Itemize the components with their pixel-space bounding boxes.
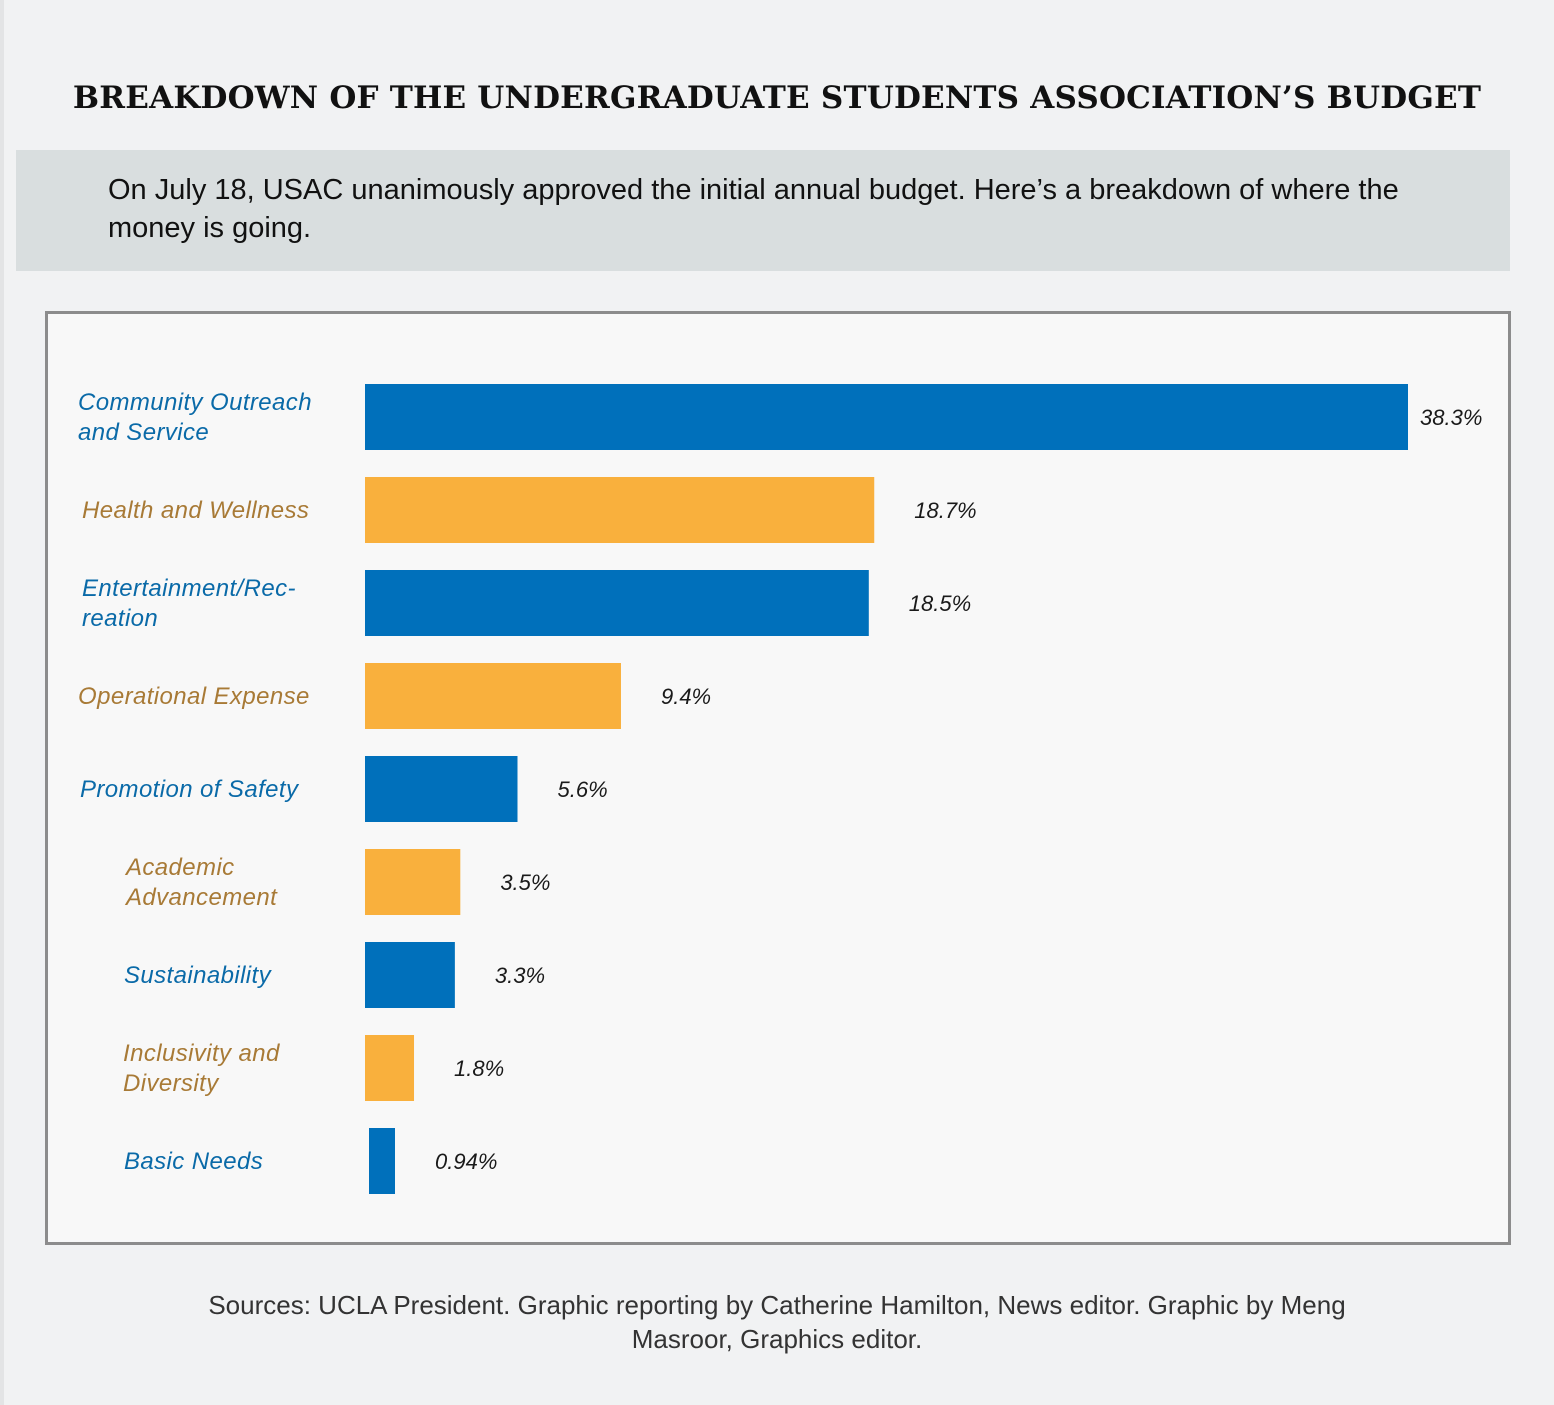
category-label-8-line-0: Basic Needs <box>124 1148 263 1175</box>
chart-title: BREAKDOWN OF THE UNDERGRADUATE STUDENTS … <box>72 80 1482 116</box>
value-label-5: 3.5% <box>500 870 550 895</box>
category-label-6-line-0: Sustainability <box>124 962 273 989</box>
value-label-2: 18.5% <box>909 591 971 616</box>
category-label-3: Operational Expense <box>78 683 310 710</box>
category-label-5: Academic Advancement <box>124 854 278 911</box>
bar-0 <box>365 384 1408 450</box>
source-credits: Sources: UCLA President. Graphic reporti… <box>0 1288 1554 1356</box>
value-label-7: 1.8% <box>454 1056 504 1081</box>
subtitle-band <box>16 150 1510 271</box>
category-label-8: Basic Needs <box>124 1148 263 1175</box>
category-label-0-line-1: and Service <box>78 419 209 446</box>
bar-chart: 38.3% Community Outreach and Service 18.7% H… <box>78 384 1482 1194</box>
chart-frame: 38.3% Community Outreach and Service 18.7% H… <box>45 311 1511 1245</box>
bar-4 <box>365 756 518 822</box>
category-label-0: Community Outreach and Service <box>78 389 312 446</box>
category-label-2-line-1: reation <box>82 605 158 632</box>
value-label-0: 38.3% <box>1420 405 1482 430</box>
category-label-1: Health and Wellness <box>82 497 309 524</box>
category-label-5-line-1: Advancement <box>124 884 278 911</box>
bar-1 <box>365 477 875 543</box>
chart-subtitle: On July 18, USAC unanimously approved th… <box>108 174 1399 244</box>
category-label-2: Entertainment/Rec-reation <box>82 575 296 632</box>
category-label-5-line-0: Academic <box>124 854 235 881</box>
category-label-3-line-0: Operational Expense <box>78 683 310 710</box>
value-label-4: 5.6% <box>558 777 608 802</box>
value-label-8: 0.94% <box>435 1149 497 1174</box>
source-credits-line-1: Sources: UCLA President. Graphic reporti… <box>208 1290 1346 1320</box>
bar-3 <box>365 663 621 729</box>
bar-7 <box>365 1035 415 1101</box>
bar-5 <box>365 849 461 915</box>
source-credits-line-2: Masroor, Graphics editor. <box>631 1324 923 1354</box>
value-label-3: 9.4% <box>661 684 711 709</box>
value-label-1: 18.7% <box>914 498 976 523</box>
category-label-4: Promotion of Safety <box>80 776 300 803</box>
category-label-1-line-0: Health and Wellness <box>82 497 309 524</box>
page-edge <box>0 0 4 1405</box>
category-label-6: Sustainability <box>124 962 273 989</box>
value-label-6: 3.3% <box>495 963 545 988</box>
category-label-7: Inclusivity and Diversity <box>123 1040 280 1097</box>
category-label-2-line-0: Entertainment/Rec- <box>82 575 296 602</box>
category-label-7-line-1: Diversity <box>123 1070 220 1097</box>
bar-6 <box>365 942 455 1008</box>
bar-2 <box>365 570 869 636</box>
category-label-0-line-0: Community Outreach <box>78 389 312 416</box>
category-label-4-line-0: Promotion of Safety <box>80 776 300 803</box>
bar-8 <box>369 1128 395 1194</box>
category-label-7-line-0: Inclusivity and <box>123 1040 280 1067</box>
